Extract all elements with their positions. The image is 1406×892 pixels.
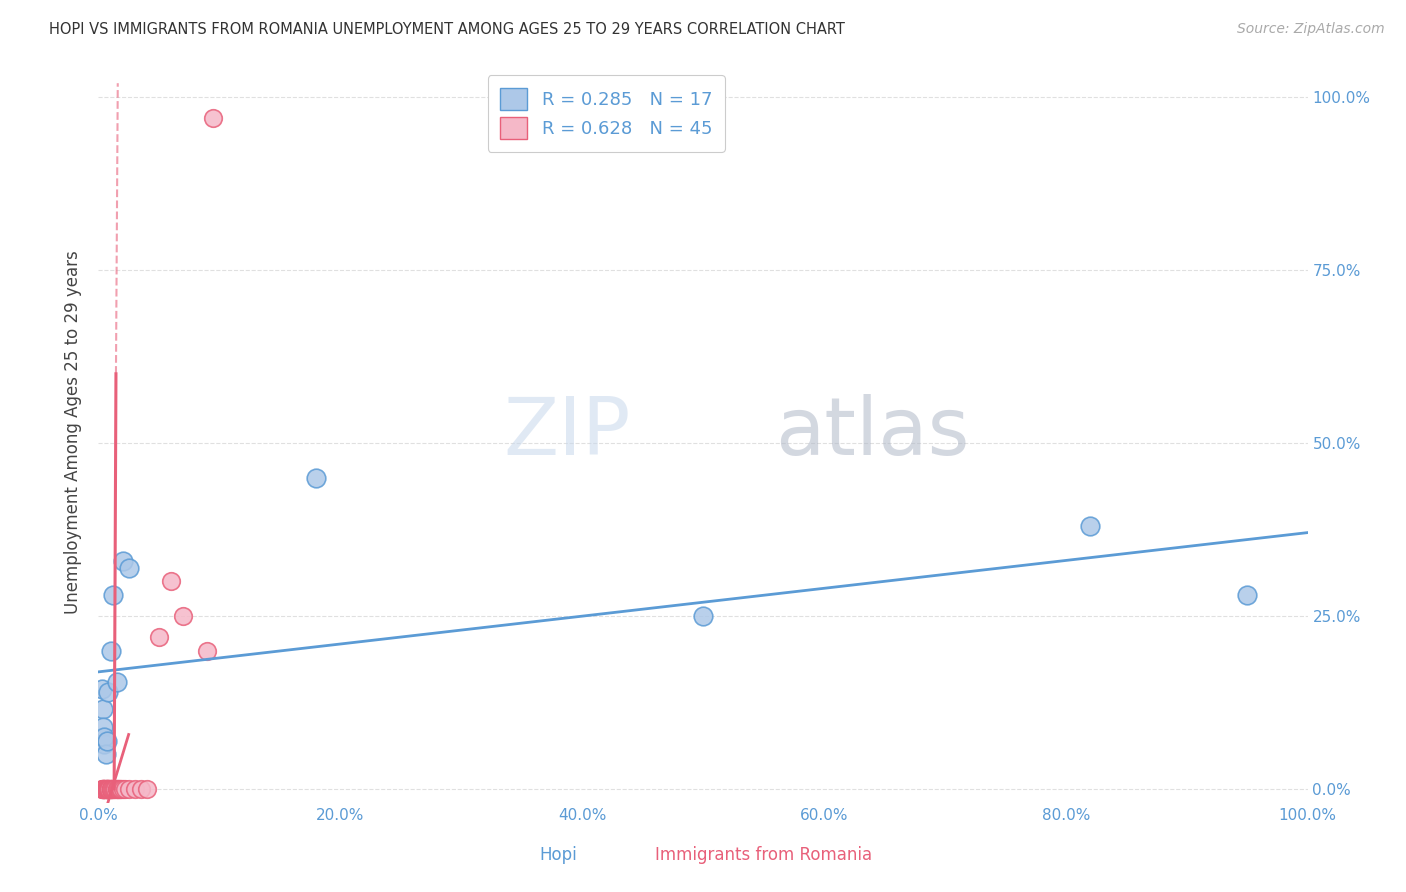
Text: ZIP: ZIP: [503, 393, 630, 472]
Point: [195, 643, 218, 657]
Point: [100, 643, 122, 657]
Point: [97, 781, 120, 796]
Point: [108, 781, 131, 796]
Point: [91, 720, 114, 734]
Point: [97, 781, 120, 796]
Point: [305, 470, 328, 484]
Point: [91, 781, 114, 796]
Point: [96, 781, 118, 796]
Point: [118, 781, 141, 796]
Point: [96, 781, 118, 796]
Point: [1236, 588, 1258, 602]
Point: [91, 781, 114, 796]
Text: Source: ZipAtlas.com: Source: ZipAtlas.com: [1237, 22, 1385, 37]
Point: [93, 730, 115, 744]
Point: [94, 781, 117, 796]
Point: [97, 685, 120, 699]
Point: [129, 781, 152, 796]
Point: [101, 781, 124, 796]
Point: [93, 737, 115, 751]
Point: [135, 781, 157, 796]
Point: [692, 609, 714, 624]
Point: [91, 781, 114, 796]
Point: [160, 574, 183, 589]
Text: Hopi: Hopi: [538, 846, 576, 863]
Point: [104, 781, 127, 796]
Point: [118, 560, 141, 574]
Point: [101, 588, 124, 602]
Point: [97, 781, 120, 796]
Point: [96, 733, 118, 747]
Point: [94, 781, 117, 796]
Legend: R = 0.285   N = 17, R = 0.628   N = 45: R = 0.285 N = 17, R = 0.628 N = 45: [488, 75, 725, 152]
Point: [91, 681, 114, 696]
Point: [100, 781, 122, 796]
Point: [100, 781, 122, 796]
Text: atlas: atlas: [776, 393, 970, 472]
Point: [105, 781, 128, 796]
Point: [100, 781, 122, 796]
Point: [111, 554, 134, 568]
Point: [110, 781, 132, 796]
Point: [94, 781, 117, 796]
Text: HOPI VS IMMIGRANTS FROM ROMANIA UNEMPLOYMENT AMONG AGES 25 TO 29 YEARS CORRELATI: HOPI VS IMMIGRANTS FROM ROMANIA UNEMPLOY…: [49, 22, 845, 37]
Point: [105, 781, 128, 796]
Point: [148, 630, 170, 644]
Y-axis label: Unemployment Among Ages 25 to 29 years: Unemployment Among Ages 25 to 29 years: [65, 251, 83, 615]
Point: [98, 781, 121, 796]
Text: Immigrants from Romania: Immigrants from Romania: [655, 846, 872, 863]
Point: [91, 781, 114, 796]
Point: [124, 781, 146, 796]
Point: [108, 781, 131, 796]
Point: [114, 781, 136, 796]
Point: [93, 781, 115, 796]
Point: [91, 781, 114, 796]
Point: [100, 781, 122, 796]
Point: [94, 747, 117, 762]
Point: [100, 781, 122, 796]
Point: [172, 609, 194, 624]
Point: [107, 781, 129, 796]
Point: [93, 781, 115, 796]
Point: [98, 781, 121, 796]
Point: [91, 702, 114, 716]
Point: [103, 781, 125, 796]
Point: [105, 674, 128, 689]
Point: [96, 781, 118, 796]
Point: [111, 781, 134, 796]
Point: [93, 781, 115, 796]
Point: [93, 781, 115, 796]
Point: [202, 111, 225, 125]
Point: [1078, 519, 1101, 533]
